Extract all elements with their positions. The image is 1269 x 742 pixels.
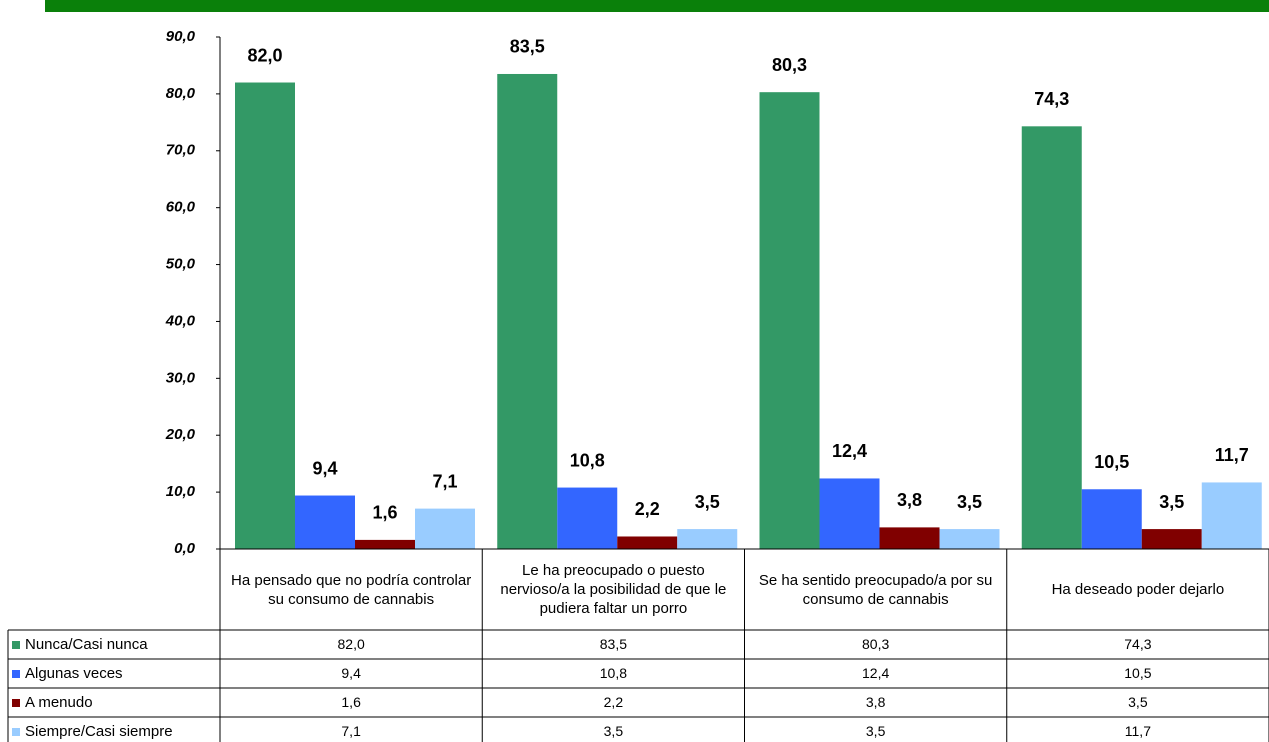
data-label: 3,5 xyxy=(957,492,982,512)
table-cell: 82,0 xyxy=(337,636,365,652)
bar xyxy=(677,529,738,549)
bar xyxy=(355,539,415,549)
data-label: 9,4 xyxy=(312,458,337,478)
y-tick-label: 50,0 xyxy=(166,256,196,273)
bar xyxy=(557,487,618,549)
y-tick-label: 70,0 xyxy=(166,142,196,159)
data-label: 3,8 xyxy=(897,490,922,510)
table-cell: 11,7 xyxy=(1124,723,1151,739)
bar xyxy=(415,508,475,549)
data-label: 1,6 xyxy=(372,503,397,523)
data-label: 2,2 xyxy=(635,499,660,519)
y-tick-label: 20,0 xyxy=(165,426,196,443)
bar xyxy=(819,478,880,549)
bar xyxy=(759,92,820,549)
header-band xyxy=(45,0,1269,12)
data-label: 83,5 xyxy=(510,37,545,57)
data-label: 10,5 xyxy=(1094,452,1129,472)
data-label: 11,7 xyxy=(1215,445,1249,465)
x-tick-label: Se ha sentido preocupado/a por su consum… xyxy=(758,571,993,608)
legend-label: Siempre/Casi siempre xyxy=(25,723,173,740)
y-tick-label: 40,0 xyxy=(165,312,196,329)
y-tick-label: 60,0 xyxy=(166,199,196,216)
bar xyxy=(879,527,940,549)
table-cell: 9,4 xyxy=(341,665,361,681)
legend-swatch xyxy=(12,727,20,736)
bar xyxy=(235,82,295,549)
table-cell: 3,8 xyxy=(865,694,886,710)
legend-swatch xyxy=(12,669,20,678)
data-label: 3,5 xyxy=(695,492,720,512)
bar xyxy=(1201,482,1262,549)
table-cell: 10,5 xyxy=(1124,665,1152,681)
y-tick-label: 90,0 xyxy=(166,28,196,45)
data-label: 7,1 xyxy=(432,471,457,491)
x-tick-label: Le ha preocupado o puesto nervioso/a la … xyxy=(500,562,727,617)
legend-entry: A menudo xyxy=(8,688,220,717)
table-cell: 1,6 xyxy=(341,694,361,710)
bar xyxy=(617,536,678,549)
data-label: 82,0 xyxy=(247,45,282,65)
legend-label: A menudo xyxy=(25,694,93,711)
bar xyxy=(1141,529,1202,549)
legend-entry: Nunca/Casi nunca xyxy=(8,630,220,659)
bar xyxy=(1021,126,1082,549)
data-label: 3,5 xyxy=(1159,492,1184,512)
bar xyxy=(497,73,558,549)
data-label: 10,8 xyxy=(570,450,605,470)
y-tick-label: 80,0 xyxy=(166,85,196,102)
legend-swatch xyxy=(12,698,20,707)
bar xyxy=(939,529,1000,549)
y-tick-label: 0,0 xyxy=(174,540,196,557)
y-tick-label: 30,0 xyxy=(166,369,196,386)
table-cell: 3,5 xyxy=(865,723,886,739)
table-cell: 83,5 xyxy=(599,636,627,652)
table-cell: 80,3 xyxy=(862,636,890,652)
table-cell: 2,2 xyxy=(603,694,624,710)
legend-entry: Siempre/Casi siempre xyxy=(8,717,220,742)
y-tick-label: 10,0 xyxy=(166,483,196,500)
legend-entry: Algunas veces xyxy=(8,659,220,688)
table-cell: 74,3 xyxy=(1124,636,1152,652)
data-label: 80,3 xyxy=(772,55,807,75)
legend-label: Nunca/Casi nunca xyxy=(25,636,148,653)
table-cell: 12,4 xyxy=(862,665,890,681)
table-cell: 7,1 xyxy=(341,723,361,739)
table-cell: 3,5 xyxy=(603,723,624,739)
bar xyxy=(295,495,355,549)
x-tick-label: Ha pensado que no podría controlar su co… xyxy=(231,571,472,608)
legend-label: Algunas veces xyxy=(25,665,123,682)
table-cell: 10,8 xyxy=(599,665,627,681)
x-tick-label: Ha deseado poder dejarlo xyxy=(1051,581,1225,598)
data-label: 74,3 xyxy=(1034,89,1069,109)
data-label: 12,4 xyxy=(832,441,867,461)
bar xyxy=(1081,489,1142,549)
table-cell: 3,5 xyxy=(1128,694,1148,710)
legend-swatch xyxy=(12,640,20,649)
